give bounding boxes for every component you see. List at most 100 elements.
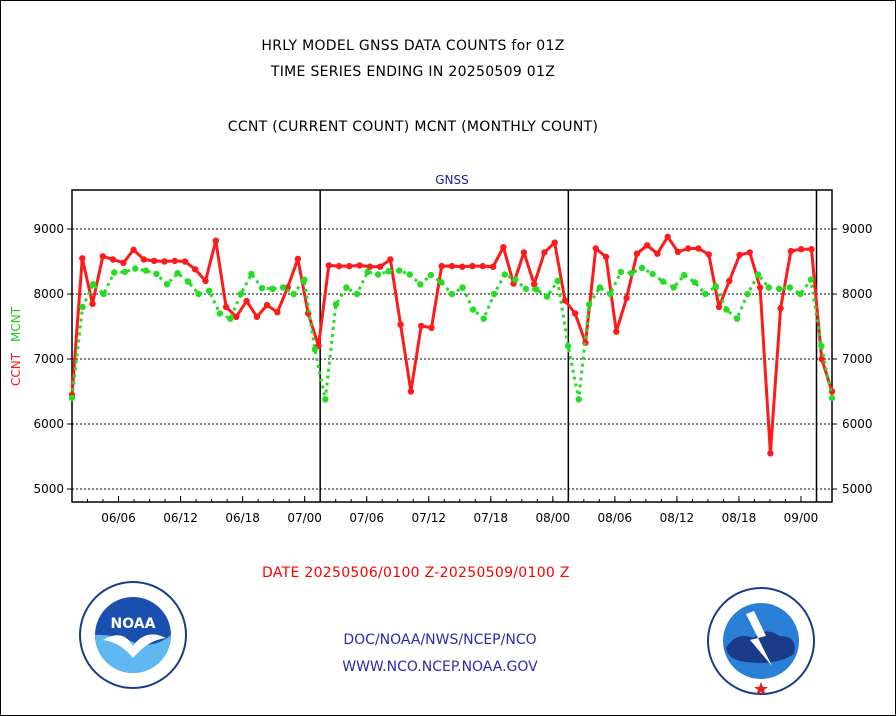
chart-title-line2: TIME SERIES ENDING IN 20250509 01Z: [270, 64, 556, 80]
data-point-mcnt: [459, 284, 466, 291]
data-point-mcnt: [491, 290, 498, 298]
data-point-mcnt: [216, 310, 223, 317]
x-tick-label: 07/12: [411, 511, 446, 525]
data-point-mcnt: [132, 265, 139, 272]
data-point-ccnt: [192, 266, 199, 273]
data-point-ccnt: [171, 257, 178, 265]
data-point-mcnt: [396, 267, 403, 274]
data-point-mcnt: [364, 268, 371, 276]
data-point-ccnt: [130, 246, 137, 253]
data-point-ccnt: [572, 310, 579, 317]
noaa-logo-text: NOAA: [111, 616, 156, 632]
data-point-ccnt: [798, 246, 805, 253]
data-point-mcnt: [332, 301, 340, 308]
data-point-mcnt: [733, 315, 741, 322]
data-point-ccnt: [120, 259, 127, 266]
data-point-ccnt: [746, 249, 753, 256]
data-point-mcnt: [818, 342, 825, 350]
x-tick-label: 06/12: [163, 511, 198, 525]
y-tick-label-left: 9000: [33, 222, 64, 236]
data-point-ccnt: [469, 262, 476, 270]
data-point-mcnt: [712, 283, 720, 290]
data-point-ccnt: [500, 244, 507, 251]
chart-axes: 5000 5000 6000 6000 7000 7000 8000 8000 9000 9000…: [33, 189, 873, 525]
data-point-ccnt: [335, 262, 343, 270]
data-point-mcnt: [638, 264, 646, 272]
data-point-mcnt: [100, 290, 107, 298]
y-axis-label-ccnt: CCNT: [9, 352, 23, 386]
data-point-mcnt: [754, 271, 762, 278]
series-ccnt: [68, 233, 836, 457]
data-point-mcnt: [469, 306, 477, 313]
x-tick-label: 06/06: [101, 511, 136, 525]
data-point-mcnt: [807, 276, 815, 283]
data-point-mcnt: [427, 271, 435, 279]
data-point-ccnt: [418, 322, 425, 330]
gnss-count-chart: 5000 5000 6000 6000 7000 7000 8000 8000 9000 9000…: [9, 173, 873, 525]
y-tick-label-right: 5000: [842, 482, 873, 496]
x-tick-label: 09/00: [784, 511, 819, 525]
data-point-mcnt: [438, 279, 445, 286]
data-point-mcnt: [206, 287, 213, 294]
data-point-ccnt: [79, 255, 86, 262]
data-point-ccnt: [654, 250, 661, 257]
data-point-mcnt: [406, 271, 413, 278]
data-point-ccnt: [407, 388, 415, 395]
data-point-ccnt: [325, 262, 332, 269]
data-point-mcnt: [649, 270, 656, 278]
y-tick-label-right: 9000: [842, 222, 873, 236]
data-point-mcnt: [596, 284, 603, 291]
data-point-ccnt: [376, 263, 384, 270]
data-point-mcnt: [723, 306, 730, 313]
x-tick-label: 08/06: [598, 511, 633, 525]
data-point-ccnt: [346, 262, 353, 270]
data-point-ccnt: [459, 263, 466, 270]
data-point-ccnt: [695, 245, 702, 252]
data-point-ccnt: [520, 249, 528, 256]
y-tick-label-left: 6000: [33, 417, 64, 431]
x-tick-label: 08/12: [660, 511, 695, 525]
national-weather-service-logo: [707, 587, 815, 695]
data-point-ccnt: [531, 281, 538, 288]
data-point-ccnt: [243, 297, 250, 305]
data-point-mcnt: [786, 284, 793, 291]
y-tick-label-right: 7000: [842, 352, 873, 366]
data-point-ccnt: [551, 239, 558, 246]
y-tick-label-left: 8000: [33, 287, 64, 301]
data-point-ccnt: [284, 284, 291, 291]
data-point-mcnt: [353, 290, 361, 298]
data-point-ccnt: [428, 324, 435, 331]
data-point-mcnt: [311, 346, 318, 353]
series-mcnt: [68, 264, 836, 403]
data-point-ccnt: [438, 262, 445, 270]
data-point-mcnt: [343, 284, 350, 291]
y-tick-label-left: 5000: [33, 482, 64, 496]
data-point-ccnt: [787, 247, 795, 255]
data-point-mcnt: [659, 278, 667, 285]
y-tick-label-right: 8000: [842, 287, 873, 301]
data-point-ccnt: [448, 262, 456, 270]
data-point-mcnt: [163, 281, 171, 288]
data-point-ccnt: [274, 309, 281, 316]
data-point-ccnt: [664, 233, 671, 240]
data-point-ccnt: [356, 262, 363, 269]
data-point-mcnt: [776, 285, 783, 292]
chart-title-line1: HRLY MODEL GNSS DATA COUNTS for 01Z: [261, 38, 565, 54]
data-point-mcnt: [121, 268, 128, 276]
data-point-mcnt: [702, 290, 709, 298]
data-point-ccnt: [808, 246, 815, 253]
data-point-ccnt: [387, 256, 394, 263]
data-point-mcnt: [617, 268, 625, 276]
data-point-mcnt: [501, 271, 508, 278]
footer-link-doc[interactable]: DOC/NOAA/NWS/NCEP/NCO: [343, 632, 537, 648]
data-point-mcnt: [628, 270, 635, 277]
data-point-mcnt: [248, 270, 255, 278]
data-point-mcnt: [301, 276, 308, 283]
footer-link-website[interactable]: WWW.NCO.NCEP.NOAA.GOV: [342, 659, 538, 675]
data-point-ccnt: [592, 245, 599, 252]
data-point-mcnt: [554, 277, 561, 285]
data-point-mcnt: [374, 271, 382, 278]
data-point-mcnt: [607, 290, 614, 298]
data-point-mcnt: [258, 284, 266, 292]
data-point-ccnt: [202, 277, 209, 285]
